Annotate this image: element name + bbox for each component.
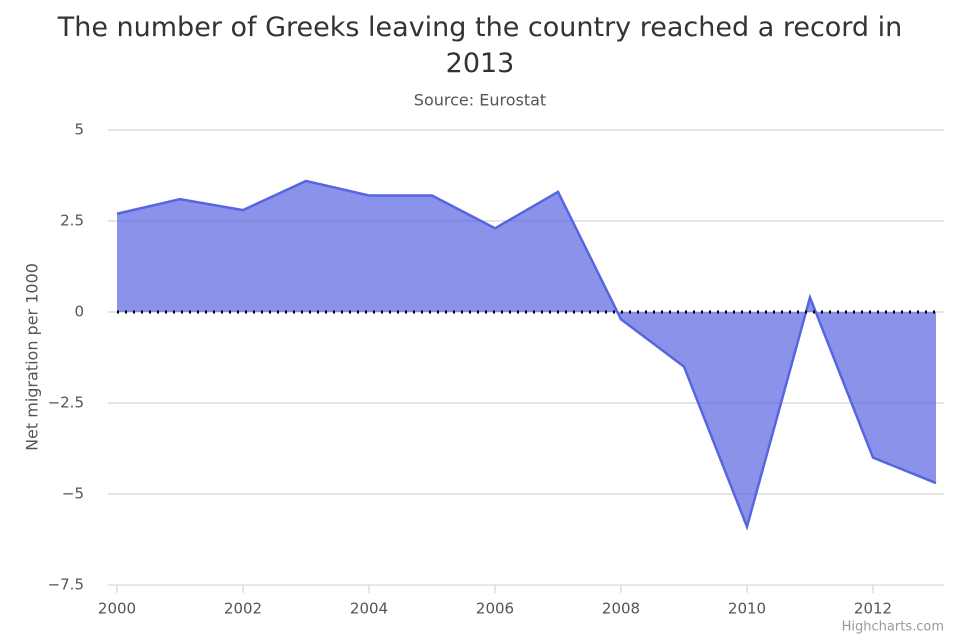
y-tick-label: −2.5 bbox=[48, 394, 84, 412]
chart-title: The number of Greeks leaving the country… bbox=[57, 12, 903, 79]
x-tick-label: 2000 bbox=[98, 600, 136, 618]
y-tick-label: −7.5 bbox=[48, 576, 84, 594]
credits: Highcharts.com bbox=[842, 620, 944, 635]
chart-subtitle: Source: Eurostat bbox=[414, 91, 546, 110]
line bbox=[116, 179, 937, 531]
x-tick-label: 2012 bbox=[854, 600, 892, 618]
y-axis-title: Net migration per 1000 bbox=[23, 263, 42, 451]
y-tick-label: −5 bbox=[62, 485, 84, 503]
y-tick-label: 0 bbox=[74, 303, 84, 321]
x-tick-label: 2008 bbox=[602, 600, 640, 618]
x-tick-label: 2002 bbox=[224, 600, 262, 618]
x-tick-label: 2004 bbox=[350, 600, 388, 618]
y-tick-label: 5 bbox=[74, 121, 84, 139]
x-tick-label: 2006 bbox=[476, 600, 514, 618]
area bbox=[117, 180, 936, 527]
x-tick-label: 2010 bbox=[728, 600, 766, 618]
y-tick-label: 2.5 bbox=[60, 212, 84, 230]
